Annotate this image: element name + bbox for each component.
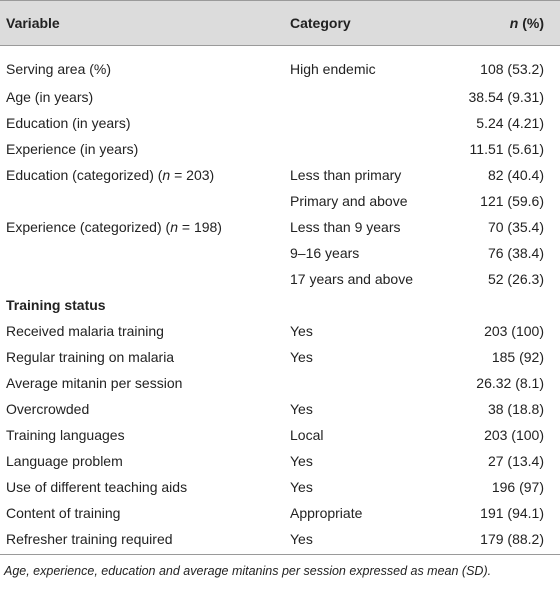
cell-category: High endemic (290, 61, 376, 77)
cell-value: 26.32 (8.1) (476, 375, 544, 391)
table-row: Use of different teaching aids Yes 196 (97… (0, 474, 560, 500)
variable-prefix: Education (categorized) ( (6, 167, 163, 183)
table-row: Serving area (%) High endemic 108 (53.2) (0, 46, 560, 85)
cell-category: Yes (290, 479, 313, 495)
cell-variable: Overcrowded (6, 401, 90, 417)
cell-variable: Content of training (6, 505, 121, 521)
variable-suffix: = 203) (170, 167, 215, 183)
table-row: Training languages Local 203 (100) (0, 422, 560, 448)
cell-variable: Experience (in years) (6, 141, 139, 157)
cell-value: 38 (18.8) (487, 401, 544, 417)
variable-suffix: = 198) (177, 219, 222, 235)
table-row: Regular training on malaria Yes 185 (92) (0, 344, 560, 370)
cell-value: 38.54 (9.31) (468, 89, 545, 105)
section-heading: Training status (6, 297, 106, 313)
header-variable: Variable (0, 0, 284, 46)
cell-category: Less than primary (290, 167, 402, 183)
cell-value: 82 (40.4) (487, 167, 544, 183)
cell-value: 203 (100) (484, 427, 544, 443)
header-n: n (509, 15, 519, 31)
cell-variable (0, 240, 284, 266)
cell-variable: Use of different teaching aids (6, 479, 188, 495)
table-header-row: Variable Category n (%) (0, 0, 560, 46)
table-row: Experience (in years) 11.51 (5.61) (0, 136, 560, 162)
variable-n: n (162, 167, 171, 183)
cell-value: 196 (97) (491, 479, 544, 495)
cell-variable: Serving area (%) (6, 61, 112, 77)
table-row: 9–16 years 76 (38.4) (0, 240, 560, 266)
cell-value: 121 (59.6) (480, 193, 544, 209)
cell-category: 9–16 years (290, 245, 360, 261)
table-row: Age (in years) 38.54 (9.31) (0, 84, 560, 110)
cell-category (284, 136, 450, 162)
table-row: Primary and above 121 (59.6) (0, 188, 560, 214)
cell-category (284, 110, 450, 136)
header-n-percent: n (%) (450, 0, 560, 46)
header-percent: (%) (518, 15, 544, 31)
cell-category: Yes (290, 453, 313, 469)
cell-value: 76 (38.4) (487, 245, 544, 261)
cell-variable: Education (categorized) (n = 203) (0, 162, 284, 188)
table-row: Average mitanin per session 26.32 (8.1) (0, 370, 560, 396)
cell-category: Less than 9 years (290, 219, 401, 235)
cell-category: Appropriate (290, 505, 363, 521)
cell-value: 203 (100) (484, 323, 544, 339)
cell-category: Primary and above (290, 193, 408, 209)
cell-value: 5.24 (4.21) (476, 115, 544, 131)
cell-variable (0, 188, 284, 214)
variable-prefix: Experience (categorized) ( (6, 219, 171, 235)
cell-variable: Training languages (6, 427, 125, 443)
table-row: 17 years and above 52 (26.3) (0, 266, 560, 292)
table-row: Refresher training required Yes 179 (88.2) (0, 526, 560, 555)
table-footnote: Age, experience, education and average m… (4, 564, 492, 578)
cell-variable: Refresher training required (0, 526, 284, 555)
cell-category (284, 370, 450, 396)
table-row: Received malaria training Yes 203 (100) (0, 318, 560, 344)
table-row: Experience (categorized) (n = 198) Less t… (0, 214, 560, 240)
cell-variable (0, 266, 284, 292)
cell-category: Yes (290, 401, 313, 417)
cell-category (284, 84, 450, 110)
cell-value: 108 (53.2) (480, 61, 544, 77)
cell-variable: Experience (categorized) (n = 198) (0, 214, 284, 240)
table-row: Content of training Appropriate 191 (94.1) (0, 500, 560, 526)
cell-variable: Average mitanin per session (6, 375, 183, 391)
cell-variable: Age (in years) (6, 89, 94, 105)
cell-variable: Education (in years) (6, 115, 131, 131)
header-category: Category (284, 0, 450, 46)
variable-n: n (170, 219, 178, 235)
cell-value: 70 (35.4) (487, 219, 544, 235)
cell-variable: Regular training on malaria (6, 349, 175, 365)
table-row: Education (categorized) (n = 203) Less th… (0, 162, 560, 188)
table-row: Training status (0, 292, 560, 318)
cell-value: 27 (13.4) (487, 453, 544, 469)
table-row: Language problem Yes 27 (13.4) (0, 448, 560, 474)
cell-value: 52 (26.3) (487, 271, 544, 287)
cell-category: Yes (290, 323, 313, 339)
cell-value: 179 (88.2) (450, 526, 560, 555)
cell-category: Yes (284, 526, 450, 555)
table-body: Serving area (%) High endemic 108 (53.2) Ag… (0, 46, 560, 555)
cell-category: 17 years and above (290, 271, 413, 287)
data-table: Variable Category n (%) Serving area (%)… (0, 0, 560, 555)
cell-value: 191 (94.1) (480, 505, 544, 521)
cell-value: 11.51 (5.61) (469, 141, 544, 157)
cell-category: Yes (290, 349, 313, 365)
cell-value: 185 (92) (491, 349, 544, 365)
cell-variable: Language problem (6, 453, 123, 469)
cell-variable: Received malaria training (6, 323, 164, 339)
table-row: Education (in years) 5.24 (4.21) (0, 110, 560, 136)
cell-category: Local (290, 427, 324, 443)
table-row: Overcrowded Yes 38 (18.8) (0, 396, 560, 422)
